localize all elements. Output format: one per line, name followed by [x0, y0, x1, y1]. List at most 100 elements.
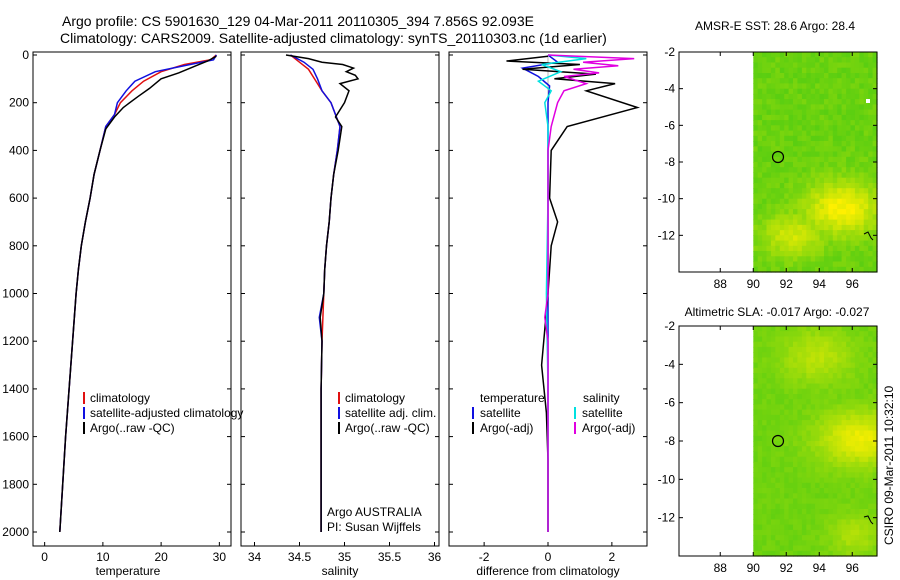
heatmap-cell [832, 240, 838, 247]
heatmap-cell [832, 420, 838, 426]
heatmap-cell [793, 503, 798, 510]
heatmap-cell [801, 125, 807, 132]
heatmap-cell [846, 156, 852, 163]
heatmap-cell [779, 503, 785, 510]
heatmap-cell [819, 446, 825, 452]
heatmap-cell [859, 430, 865, 437]
heatmap-cell [784, 331, 790, 337]
heatmap-cell [753, 430, 759, 437]
heatmap-cell [793, 135, 798, 142]
heatmap-cell [819, 326, 825, 332]
heatmap-cell [819, 146, 825, 153]
heatmap-cell [779, 341, 785, 348]
heatmap-cell [832, 529, 838, 536]
heatmap-cell [841, 156, 847, 163]
heatmap-cell [762, 352, 768, 358]
heatmap-cell [815, 430, 821, 437]
heatmap-cell [762, 461, 768, 468]
heatmap-cell [788, 461, 794, 468]
heatmap-cell [753, 503, 759, 510]
heatmap-cell [850, 498, 856, 505]
heatmap-cell [824, 341, 829, 348]
heatmap-cell [850, 425, 856, 432]
heatmap-cell [824, 224, 829, 231]
heatmap-cell [868, 104, 874, 111]
legend-diff-sal-sat: satellite [582, 406, 623, 420]
heatmap-cell [810, 394, 816, 400]
temperature-series [59, 54, 218, 533]
heatmap-cell [828, 446, 834, 452]
heatmap-cell [757, 535, 763, 541]
heatmap-cell [770, 394, 776, 400]
heatmap-cell [815, 177, 821, 184]
heatmap-cell [753, 378, 759, 385]
heatmap-cell [779, 545, 785, 552]
heatmap-cell [810, 120, 816, 126]
heatmap-cell [819, 488, 825, 494]
heatmap-cell [810, 167, 816, 173]
heatmap-cell [854, 509, 860, 515]
heatmap-cell [824, 62, 829, 69]
heatmap-cell [797, 62, 803, 69]
heatmap-cell [872, 93, 878, 100]
heatmap-cell [757, 93, 763, 100]
heatmap-cell [806, 73, 812, 79]
heatmap-cell [779, 99, 785, 105]
heatmap-cell [753, 109, 759, 116]
heatmap-cell [797, 214, 803, 221]
heatmap-cell [854, 93, 860, 100]
heatmap-cell [779, 498, 785, 505]
heatmap-cell [841, 451, 847, 458]
heatmap-cell [824, 109, 829, 116]
heatmap-cell [775, 214, 781, 221]
heatmap-cell [846, 435, 852, 442]
heatmap-cell [784, 261, 790, 268]
heatmap-cell [824, 104, 829, 111]
heatmap-cell [819, 209, 825, 215]
heatmap-cell [793, 120, 798, 126]
timestamp-side-label: CSIRO 09-Mar-2011 10:32:10 [882, 385, 896, 545]
heatmap-cell [859, 378, 865, 385]
heatmap-cell [859, 446, 865, 452]
heatmap-cell [801, 135, 807, 142]
heatmap-cell [757, 529, 763, 536]
heatmap-cell [797, 373, 803, 379]
heatmap-cell [824, 540, 829, 547]
heatmap-cell [837, 409, 843, 416]
heatmap-cell [775, 99, 781, 105]
heatmap-cell [810, 472, 816, 479]
heatmap-cell [846, 383, 852, 390]
heatmap-cell [762, 336, 768, 343]
heatmap-cell [793, 177, 798, 184]
heatmap-cell [819, 104, 825, 111]
heatmap-cell [837, 488, 843, 494]
heatmap-cell [788, 120, 794, 126]
heatmap-cell [801, 245, 807, 252]
heatmap-cell [810, 135, 816, 142]
heatmap-cell [753, 266, 759, 273]
heatmap-cell [806, 114, 812, 121]
heatmap-cell [868, 336, 874, 343]
heatmap-cell [824, 498, 829, 505]
heatmap-cell [753, 326, 759, 332]
heatmap-cell [788, 198, 794, 205]
heatmap-cell [868, 503, 874, 510]
heatmap-cell [828, 188, 834, 194]
heatmap-cell [824, 146, 829, 153]
sla-map-panel: Altimetric SLA: -0.017 Argo: -0.027 88 90… [658, 305, 878, 575]
heatmap-cell [784, 362, 790, 369]
heatmap-cell [850, 203, 856, 210]
heatmap-cell [810, 550, 816, 557]
heatmap-cell [828, 209, 834, 215]
heatmap-cell [841, 404, 847, 411]
heatmap-cell [854, 203, 860, 210]
x-tick-label: 0 [545, 550, 552, 564]
heatmap-cell [793, 519, 798, 526]
heatmap-cell [775, 120, 781, 126]
heatmap-cell [810, 388, 816, 395]
heatmap-cell [837, 404, 843, 411]
heatmap-cell [832, 224, 838, 231]
heatmap-cell [775, 104, 781, 111]
heatmap-cell [850, 83, 856, 90]
heatmap-cell [819, 177, 825, 184]
